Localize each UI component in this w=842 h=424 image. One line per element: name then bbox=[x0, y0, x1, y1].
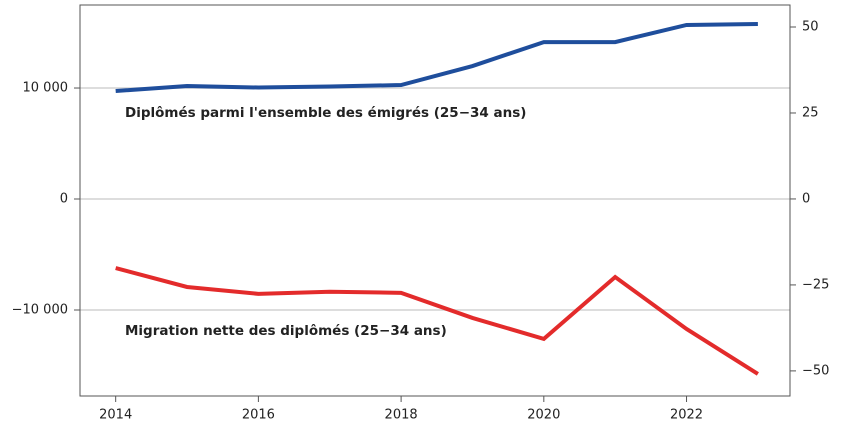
y2-tick-label: 0 bbox=[802, 191, 810, 206]
line bbox=[115, 266, 759, 376]
series-label: Diplômés parmi l'ensemble des émigrés (2… bbox=[125, 105, 526, 121]
plot-frame bbox=[79, 4, 791, 397]
x-tick-label: 2018 bbox=[385, 408, 418, 423]
y2-tick-label: 50 bbox=[802, 20, 819, 35]
y2-tick-label: 25 bbox=[802, 105, 819, 120]
x-tick-label: 2020 bbox=[527, 408, 560, 423]
x-tick-label: 2014 bbox=[99, 408, 132, 423]
series-label: Migration nette des diplômés (25−34 ans) bbox=[125, 323, 447, 339]
x-tick-label: 2016 bbox=[242, 408, 275, 423]
line bbox=[115, 21, 758, 94]
x-tick-label: 2022 bbox=[670, 408, 703, 423]
y-tick-label: 0 bbox=[60, 192, 68, 207]
y2-tick-label: −50 bbox=[802, 363, 829, 378]
y2-tick-label: −25 bbox=[802, 277, 829, 292]
y-tick-label: −10 000 bbox=[12, 302, 68, 317]
y-tick-label: 10 000 bbox=[23, 81, 69, 96]
